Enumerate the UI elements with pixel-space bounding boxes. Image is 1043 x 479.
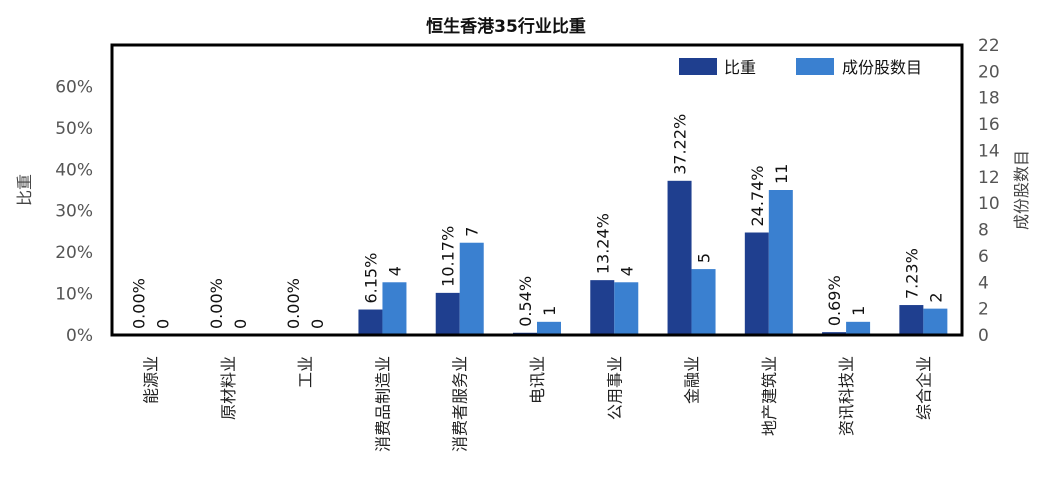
bar-count [768, 190, 793, 335]
data-label-count: 1 [849, 306, 868, 316]
y2-tick-label: 14 [978, 141, 1000, 161]
y-tick-label: 40% [55, 160, 93, 180]
data-label-count: 0 [308, 319, 327, 329]
y-tick-label: 20% [55, 243, 93, 263]
y-axis-label: 比重 [15, 174, 34, 206]
y2-tick-label: 2 [978, 300, 989, 320]
data-label-weight: 0.69% [825, 275, 844, 326]
data-label-count: 7 [463, 227, 482, 237]
bar-weight [358, 309, 383, 335]
data-label-weight: 24.74% [748, 165, 767, 226]
legend-swatch-weight [679, 58, 717, 75]
bar-count [459, 242, 484, 335]
data-label-weight: 0.00% [284, 278, 303, 329]
data-label-weight: 0.00% [207, 278, 226, 329]
legend-label-count: 成份股数目 [842, 58, 922, 77]
data-label-count: 0 [231, 319, 250, 329]
data-label-count: 1 [540, 306, 559, 316]
data-label-weight: 0.54% [516, 276, 535, 327]
data-label-weight: 7.23% [902, 248, 921, 299]
bar-count [537, 321, 561, 335]
data-label-weight: 10.17% [439, 226, 458, 287]
y2-tick-label: 8 [978, 221, 989, 241]
y2-tick-label: 6 [978, 247, 989, 267]
x-tick-label: 综合企业 [914, 356, 933, 420]
data-label-count: 5 [695, 253, 714, 263]
y-tick-label: 0% [66, 326, 93, 346]
bar-count [846, 321, 871, 335]
y2-axis-label: 成份股数目 [1012, 150, 1031, 230]
y2-tick-label: 0 [978, 326, 989, 346]
legend: 比重 成份股数目 [679, 58, 922, 77]
chart-title: 恒生香港35行业比重 [426, 16, 586, 37]
bar-count [614, 282, 639, 335]
x-tick-label: 资讯科技业 [837, 356, 856, 436]
legend-swatch-count [796, 58, 834, 75]
data-label-count: 4 [617, 266, 636, 276]
bar-count [923, 308, 948, 335]
x-tick-label: 工业 [296, 356, 315, 388]
bar-weight [590, 280, 615, 335]
x-tick-label: 消费品制造业 [373, 356, 392, 452]
x-tick-label: 能源业 [142, 356, 161, 404]
data-label-weight: 0.00% [130, 278, 149, 329]
y-tick-label: 30% [55, 202, 93, 222]
bar-weight [435, 292, 460, 335]
y2-tick-label: 12 [978, 168, 1000, 188]
legend-label-weight: 比重 [724, 58, 756, 77]
data-label-count: 11 [772, 164, 791, 184]
x-tick-label: 公用事业 [605, 356, 624, 420]
plot-frame [110, 43, 964, 337]
y2-tick-label: 4 [978, 273, 989, 293]
x-tick-label: 消费者服务业 [451, 356, 470, 452]
data-label-weight: 37.22% [671, 114, 690, 175]
y-tick-label: 10% [55, 285, 93, 305]
bar-weight [667, 180, 692, 335]
data-label-weight: 13.24% [593, 213, 612, 274]
bar-count [691, 269, 716, 335]
x-tick-label: 原材料业 [219, 356, 238, 420]
data-label-count: 4 [385, 266, 404, 276]
data-label-weight: 6.15% [361, 253, 380, 304]
x-tick-label: 地产建筑业 [760, 356, 779, 436]
data-label-count: 2 [926, 292, 945, 302]
bar-weight [744, 232, 769, 335]
x-tick-label: 金融业 [683, 356, 702, 404]
x-tick-label: 电讯业 [528, 356, 547, 404]
bar-weight [899, 305, 924, 335]
y2-tick-label: 10 [978, 194, 1000, 214]
y2-tick-label: 16 [978, 115, 1000, 135]
y-tick-label: 50% [55, 119, 93, 139]
data-label-count: 0 [154, 319, 173, 329]
y2-tick-label: 18 [978, 89, 1000, 109]
bar-count [382, 282, 407, 335]
y2-tick-label: 22 [978, 36, 1000, 56]
y2-tick-label: 20 [978, 62, 1000, 82]
y-tick-label: 60% [55, 77, 93, 97]
